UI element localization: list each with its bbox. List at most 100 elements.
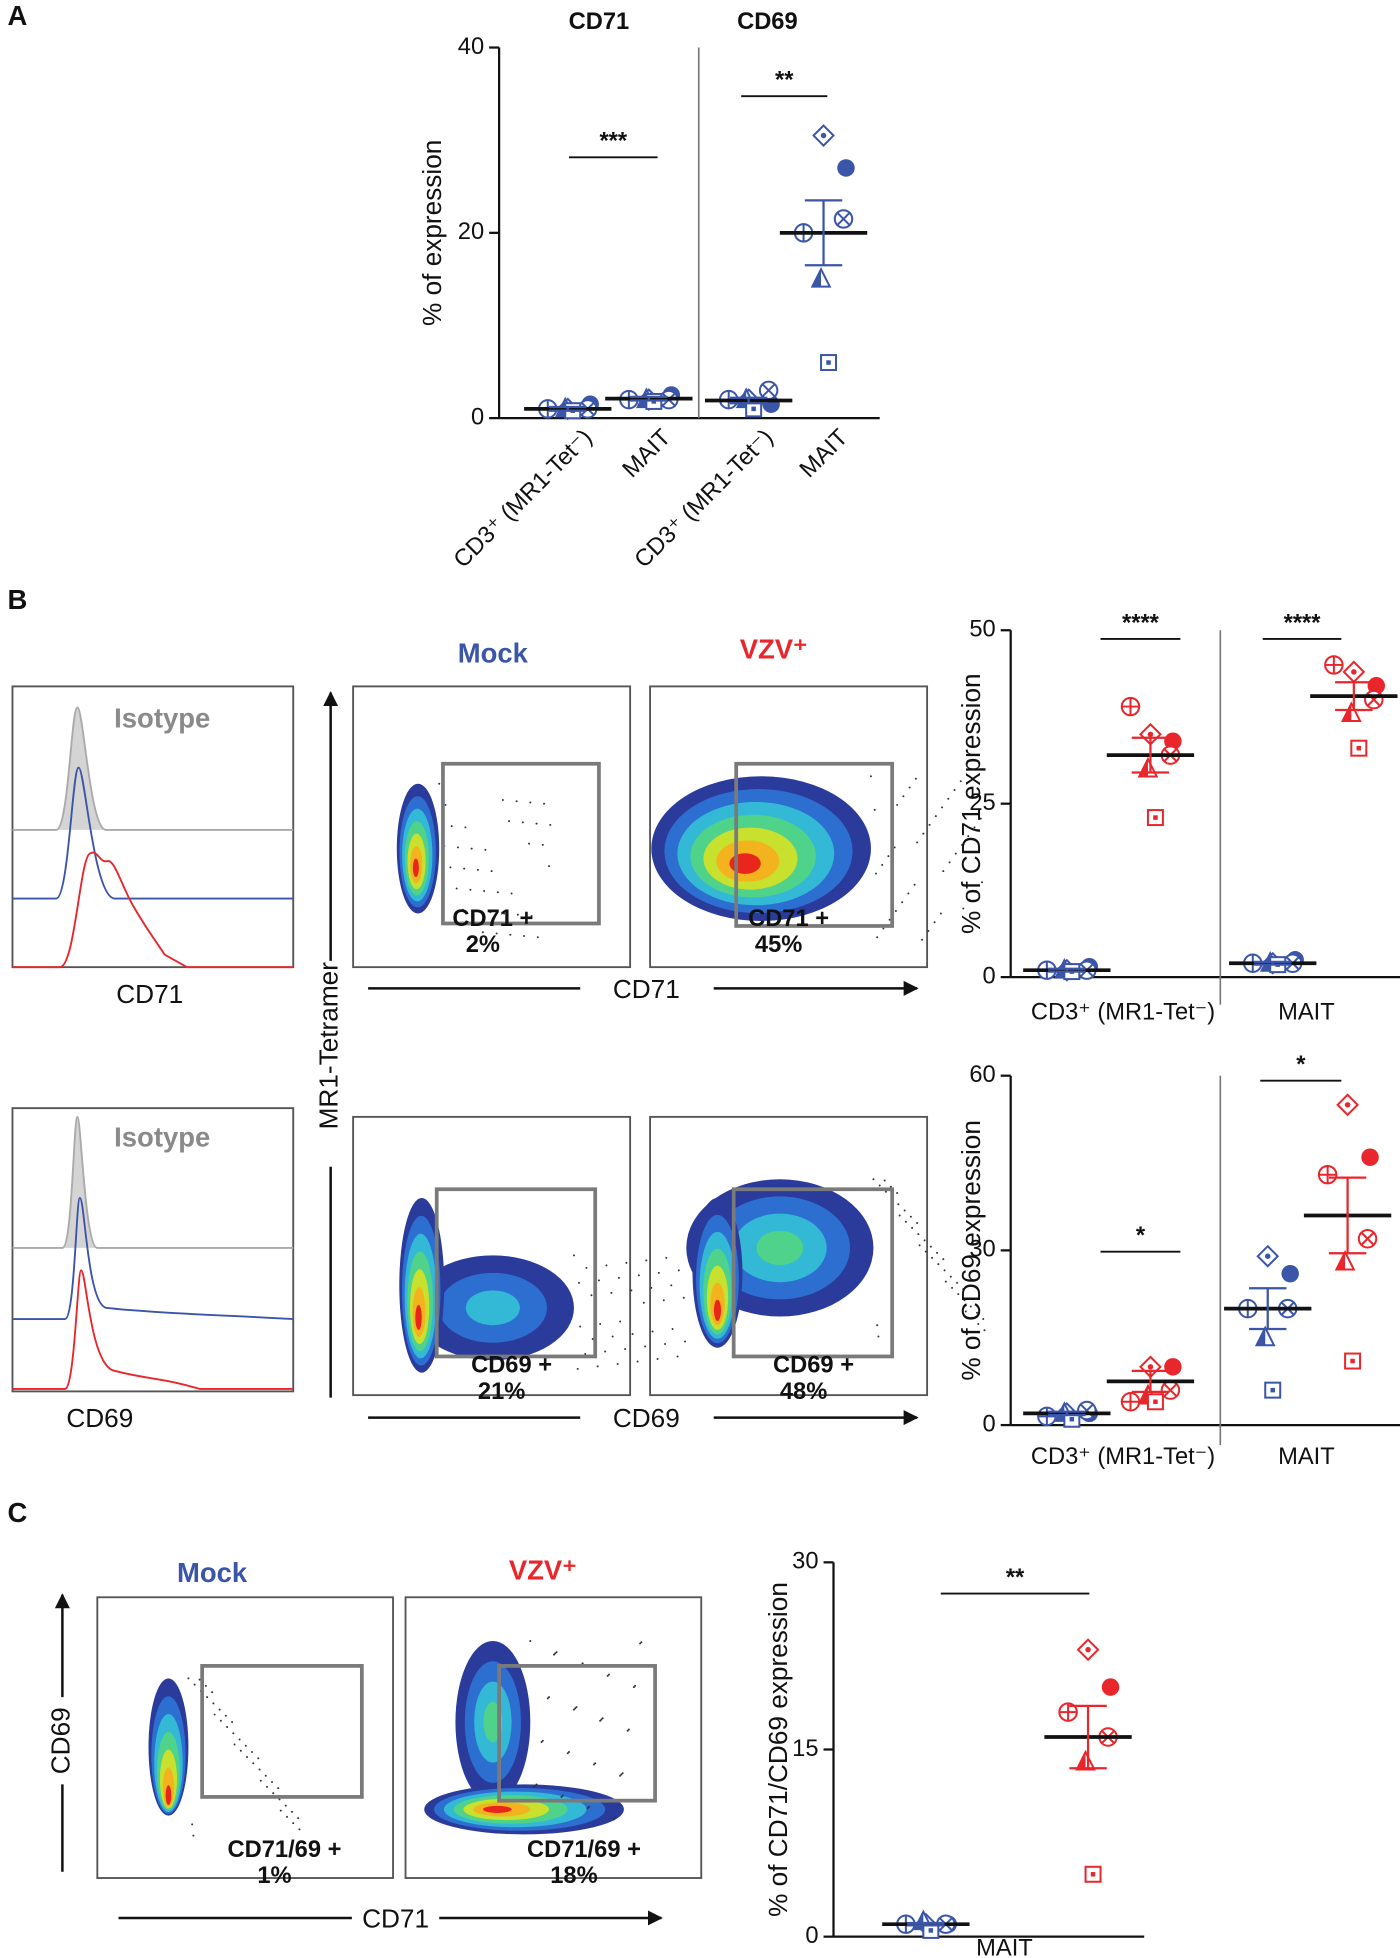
event — [290, 1810, 293, 1813]
data-point — [1357, 1229, 1378, 1249]
event — [535, 1783, 538, 1786]
marker-part — [1101, 1678, 1120, 1696]
event — [605, 1264, 608, 1267]
data-point — [1164, 1358, 1182, 1376]
marker-part — [1121, 697, 1140, 716]
gate-label: CD71/69 + — [228, 1837, 342, 1863]
event — [606, 1674, 609, 1677]
event — [907, 892, 910, 895]
marker-part — [1038, 1407, 1056, 1426]
event — [630, 1289, 633, 1292]
event — [942, 870, 945, 873]
isotype-label: Isotype — [114, 1122, 210, 1153]
gate-label: CD69 + — [773, 1353, 854, 1379]
marker-part — [1076, 1751, 1086, 1770]
event — [974, 890, 977, 893]
event — [533, 1785, 536, 1788]
marker-part — [1318, 1165, 1337, 1184]
event — [529, 1639, 532, 1642]
event — [917, 1233, 920, 1236]
event — [555, 1651, 558, 1654]
event — [968, 898, 971, 901]
gate-percent: 45% — [755, 932, 802, 958]
event — [956, 1281, 959, 1284]
axis-label: MR1-Tetramer — [314, 962, 344, 1130]
gate-label: CD69 + — [471, 1353, 552, 1379]
gate — [200, 1664, 364, 1799]
data-point — [1101, 1678, 1120, 1696]
event — [939, 912, 942, 915]
data-point — [1281, 1264, 1299, 1283]
frame — [352, 685, 632, 969]
event — [212, 1702, 215, 1705]
event — [636, 1360, 639, 1363]
event — [543, 802, 546, 805]
y-axis-label: % of expression — [417, 140, 447, 326]
y-tick-label: 40 — [458, 34, 484, 60]
event — [645, 1259, 648, 1262]
significance-label: * — [1136, 1223, 1146, 1249]
event — [963, 1299, 966, 1302]
event — [983, 1329, 986, 1332]
data-point — [810, 266, 832, 288]
event — [881, 863, 884, 866]
data-point — [1364, 689, 1384, 710]
panel-label: A — [7, 0, 27, 31]
marker-part — [1139, 1385, 1148, 1404]
frame — [404, 1596, 703, 1879]
data-point — [1077, 1400, 1097, 1421]
event — [596, 1365, 599, 1368]
event — [665, 1256, 668, 1259]
significance-label: * — [1296, 1052, 1306, 1078]
event — [676, 1355, 679, 1358]
event — [600, 1718, 603, 1721]
marker-part — [1085, 1646, 1091, 1653]
event — [944, 1280, 947, 1283]
event — [954, 852, 957, 855]
density — [465, 1290, 520, 1326]
marker-part — [836, 211, 851, 226]
condition-label: Mock — [458, 637, 529, 668]
flow-plot: CD71/69 +18% — [404, 1596, 703, 1889]
data-point — [1137, 756, 1159, 778]
event — [620, 1773, 623, 1776]
event — [941, 806, 944, 809]
event — [921, 938, 924, 941]
data-point — [1146, 809, 1164, 827]
event — [581, 1662, 584, 1665]
event — [541, 1739, 544, 1742]
y-axis-label: % of CD71 expression — [956, 673, 986, 934]
x-tick-label: CD3⁺ (MR1-Tet⁻) — [1031, 1444, 1215, 1470]
gate — [434, 1187, 598, 1359]
event — [463, 867, 466, 870]
gate — [734, 761, 895, 928]
error-bar — [630, 395, 668, 402]
mock-curve — [12, 1197, 294, 1320]
event — [889, 1185, 892, 1188]
event — [549, 823, 552, 826]
data-point — [1361, 1148, 1379, 1166]
event — [894, 909, 897, 912]
marker-part — [1256, 1327, 1266, 1346]
event — [239, 1749, 242, 1752]
error-bar — [907, 1921, 945, 1927]
gate — [731, 1187, 895, 1359]
data-point — [1324, 655, 1344, 675]
event — [489, 911, 492, 914]
event — [272, 1792, 275, 1795]
section-title: CD71 — [569, 9, 630, 35]
event — [962, 907, 965, 910]
data-point — [1254, 1325, 1276, 1347]
event — [278, 1798, 281, 1801]
event — [277, 1787, 280, 1790]
density — [729, 853, 761, 874]
marker-part — [837, 159, 855, 177]
event — [908, 786, 911, 789]
event — [943, 1269, 946, 1272]
event — [503, 912, 506, 915]
density — [415, 1304, 422, 1330]
error-bar — [1131, 1369, 1170, 1394]
event — [251, 1750, 254, 1753]
event — [548, 865, 551, 868]
data-point — [1256, 1244, 1280, 1268]
